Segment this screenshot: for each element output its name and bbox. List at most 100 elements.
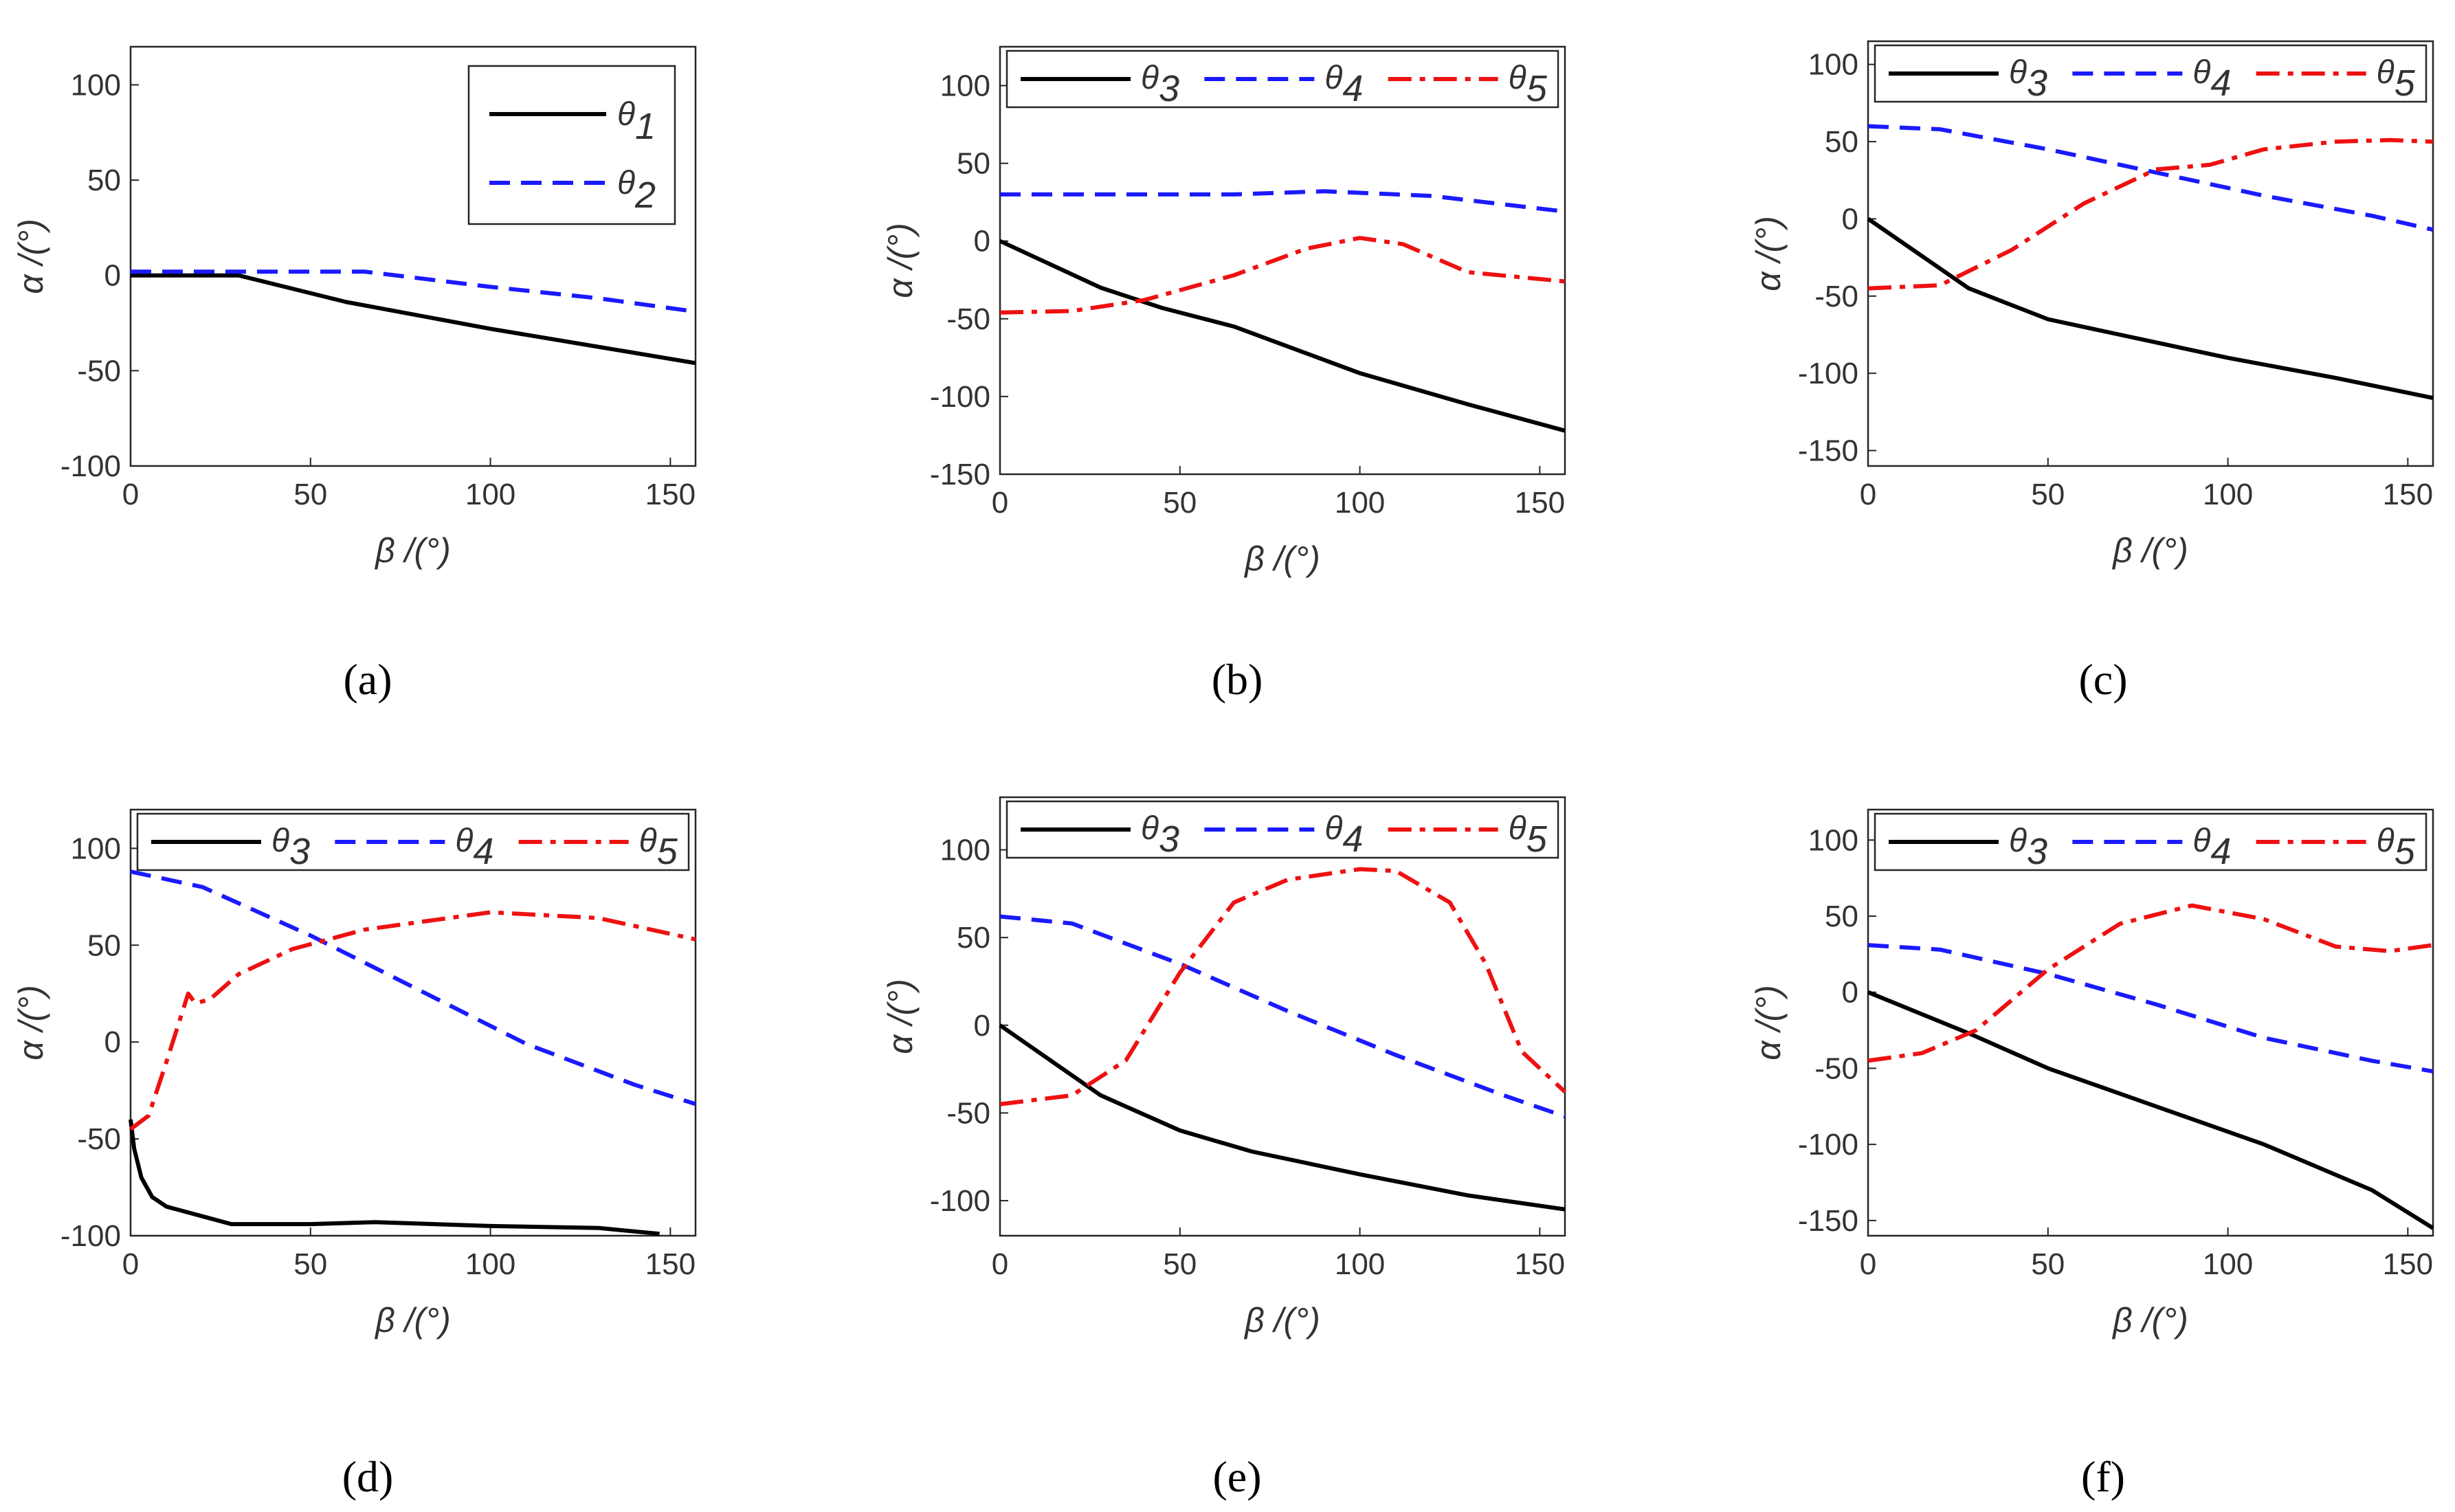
x-tick-label: 50 <box>1163 486 1197 520</box>
panel-caption: (a) <box>343 655 392 704</box>
legend-label: θ2 <box>617 165 656 216</box>
y-tick-label: -150 <box>1798 1204 1858 1238</box>
legend-label: θ4 <box>455 823 493 872</box>
legend: θ3 θ4 θ5 <box>1006 800 1559 860</box>
series-line-θ3 <box>129 1119 660 1236</box>
legend-label: θ3 <box>271 823 310 872</box>
y-tick-label: -150 <box>1798 434 1858 468</box>
x-tick-label: 0 <box>992 1247 1008 1281</box>
legend: θ3 θ4 θ5 <box>1874 812 2428 872</box>
series-line-θ2 <box>131 269 696 314</box>
y-axis-label: α /(°) <box>881 223 920 298</box>
x-tick-label: 100 <box>2203 1247 2253 1281</box>
x-tick-label: 100 <box>465 478 515 511</box>
y-tick-label: 100 <box>1808 48 1858 82</box>
plot-area-b <box>999 45 1566 476</box>
y-tick-label: 0 <box>974 225 990 258</box>
panel-caption: (f) <box>2081 1452 2125 1501</box>
series-line-θ4 <box>1867 124 2434 232</box>
series-line-θ3 <box>999 238 1566 433</box>
y-tick-label: 100 <box>71 832 121 865</box>
y-tick-label: 0 <box>104 259 121 293</box>
y-tick-label: -50 <box>1814 280 1858 313</box>
legend-label: θ5 <box>1509 810 1548 860</box>
x-tick-label: 0 <box>122 478 139 511</box>
x-tick-label: 100 <box>2203 478 2253 511</box>
plot-area-c <box>1867 40 2434 467</box>
x-axis-label: β /(°) <box>2111 531 2188 570</box>
x-tick-label: 150 <box>645 1247 696 1281</box>
y-tick-label: -50 <box>77 354 121 388</box>
y-tick-label: 50 <box>87 929 121 962</box>
x-axis-label: β /(°) <box>374 531 451 570</box>
chart-panel-e: 0 50 100 150 -100 -50 0 50 100 β /(°) α /(°) θ3 θ4 θ5 <box>881 796 1567 1339</box>
series-line-θ5 <box>1867 137 2434 291</box>
series-line-θ5 <box>129 910 696 1131</box>
series-line-θ3 <box>999 1023 1566 1212</box>
y-tick-label: -50 <box>1814 1052 1858 1085</box>
x-tick-label: 150 <box>2383 478 2433 511</box>
y-tick-label: 0 <box>1842 202 1858 236</box>
panel-caption: (e) <box>1212 1452 1261 1501</box>
series-line-θ5 <box>999 867 1567 1107</box>
series-line-θ3 <box>1867 216 2434 401</box>
y-tick-label: 100 <box>71 68 121 102</box>
y-axis-label: α /(°) <box>1749 985 1788 1060</box>
series-line-θ4 <box>1867 943 2434 1074</box>
y-tick-label: 100 <box>940 69 990 103</box>
x-tick-label: 150 <box>1515 1247 1565 1281</box>
y-tick-label: -50 <box>946 1096 990 1130</box>
legend-label: θ1 <box>617 96 656 147</box>
y-axis-label: α /(°) <box>1749 216 1788 291</box>
legend: θ3 θ4 θ5 <box>1006 49 1559 109</box>
x-tick-label: 0 <box>1860 1247 1876 1281</box>
panel-caption: (d) <box>342 1452 394 1501</box>
series-line-θ5 <box>999 236 1566 315</box>
x-tick-label: 50 <box>1163 1247 1197 1281</box>
y-tick-label: 50 <box>957 147 990 181</box>
panel-caption: (b) <box>1212 655 1263 704</box>
plot-area-e <box>999 796 1566 1237</box>
y-tick-label: -100 <box>1798 1128 1858 1161</box>
series-line-θ4 <box>130 869 696 1107</box>
legend-box <box>467 65 676 225</box>
legend-label: θ5 <box>2377 823 2416 872</box>
y-tick-label: 100 <box>940 834 990 867</box>
y-tick-label: -100 <box>930 380 990 414</box>
legend-label: θ4 <box>1324 60 1363 109</box>
y-tick-label: 0 <box>974 1009 990 1043</box>
legend-label: θ5 <box>639 823 678 872</box>
x-axis-label: β /(°) <box>2111 1301 2188 1339</box>
y-axis-label: α /(°) <box>12 985 50 1060</box>
x-tick-label: 150 <box>645 478 696 511</box>
y-tick-label: -100 <box>60 449 121 483</box>
y-axis-label: α /(°) <box>12 219 50 294</box>
x-tick-label: 50 <box>293 478 327 511</box>
chart-panel-d: 0 50 100 150 -100 -50 0 50 100 β /(°) α /(°) θ3 θ4 θ5 <box>12 808 697 1339</box>
x-tick-label: 100 <box>1335 1247 1385 1281</box>
series-line-θ4 <box>1000 189 1566 214</box>
legend-label: θ3 <box>2009 54 2047 104</box>
plot-area-f <box>1867 808 2434 1237</box>
y-tick-label: -50 <box>77 1122 121 1156</box>
series-line-θ4 <box>999 914 1566 1119</box>
chart-panel-c: 0 50 100 150 -150 -100 -50 0 50 100 β /(°) α /(°) θ3… <box>1749 40 2434 570</box>
y-tick-label: 50 <box>957 921 990 955</box>
x-tick-label: 50 <box>2031 1247 2065 1281</box>
x-tick-label: 0 <box>1860 478 1876 511</box>
x-tick-label: 0 <box>122 1247 139 1281</box>
y-tick-label: -100 <box>930 1184 990 1218</box>
x-tick-label: 150 <box>2383 1247 2433 1281</box>
legend-label: θ4 <box>2192 54 2231 104</box>
panel-caption: (c) <box>2078 655 2127 704</box>
x-axis-label: β /(°) <box>1243 540 1320 578</box>
x-tick-label: 150 <box>1515 486 1565 520</box>
legend: θ3 θ4 θ5 <box>136 812 690 872</box>
y-tick-label: 0 <box>104 1025 121 1059</box>
y-tick-label: 50 <box>87 164 121 197</box>
legend-label: θ4 <box>1324 810 1363 860</box>
y-tick-label: -150 <box>930 458 990 491</box>
